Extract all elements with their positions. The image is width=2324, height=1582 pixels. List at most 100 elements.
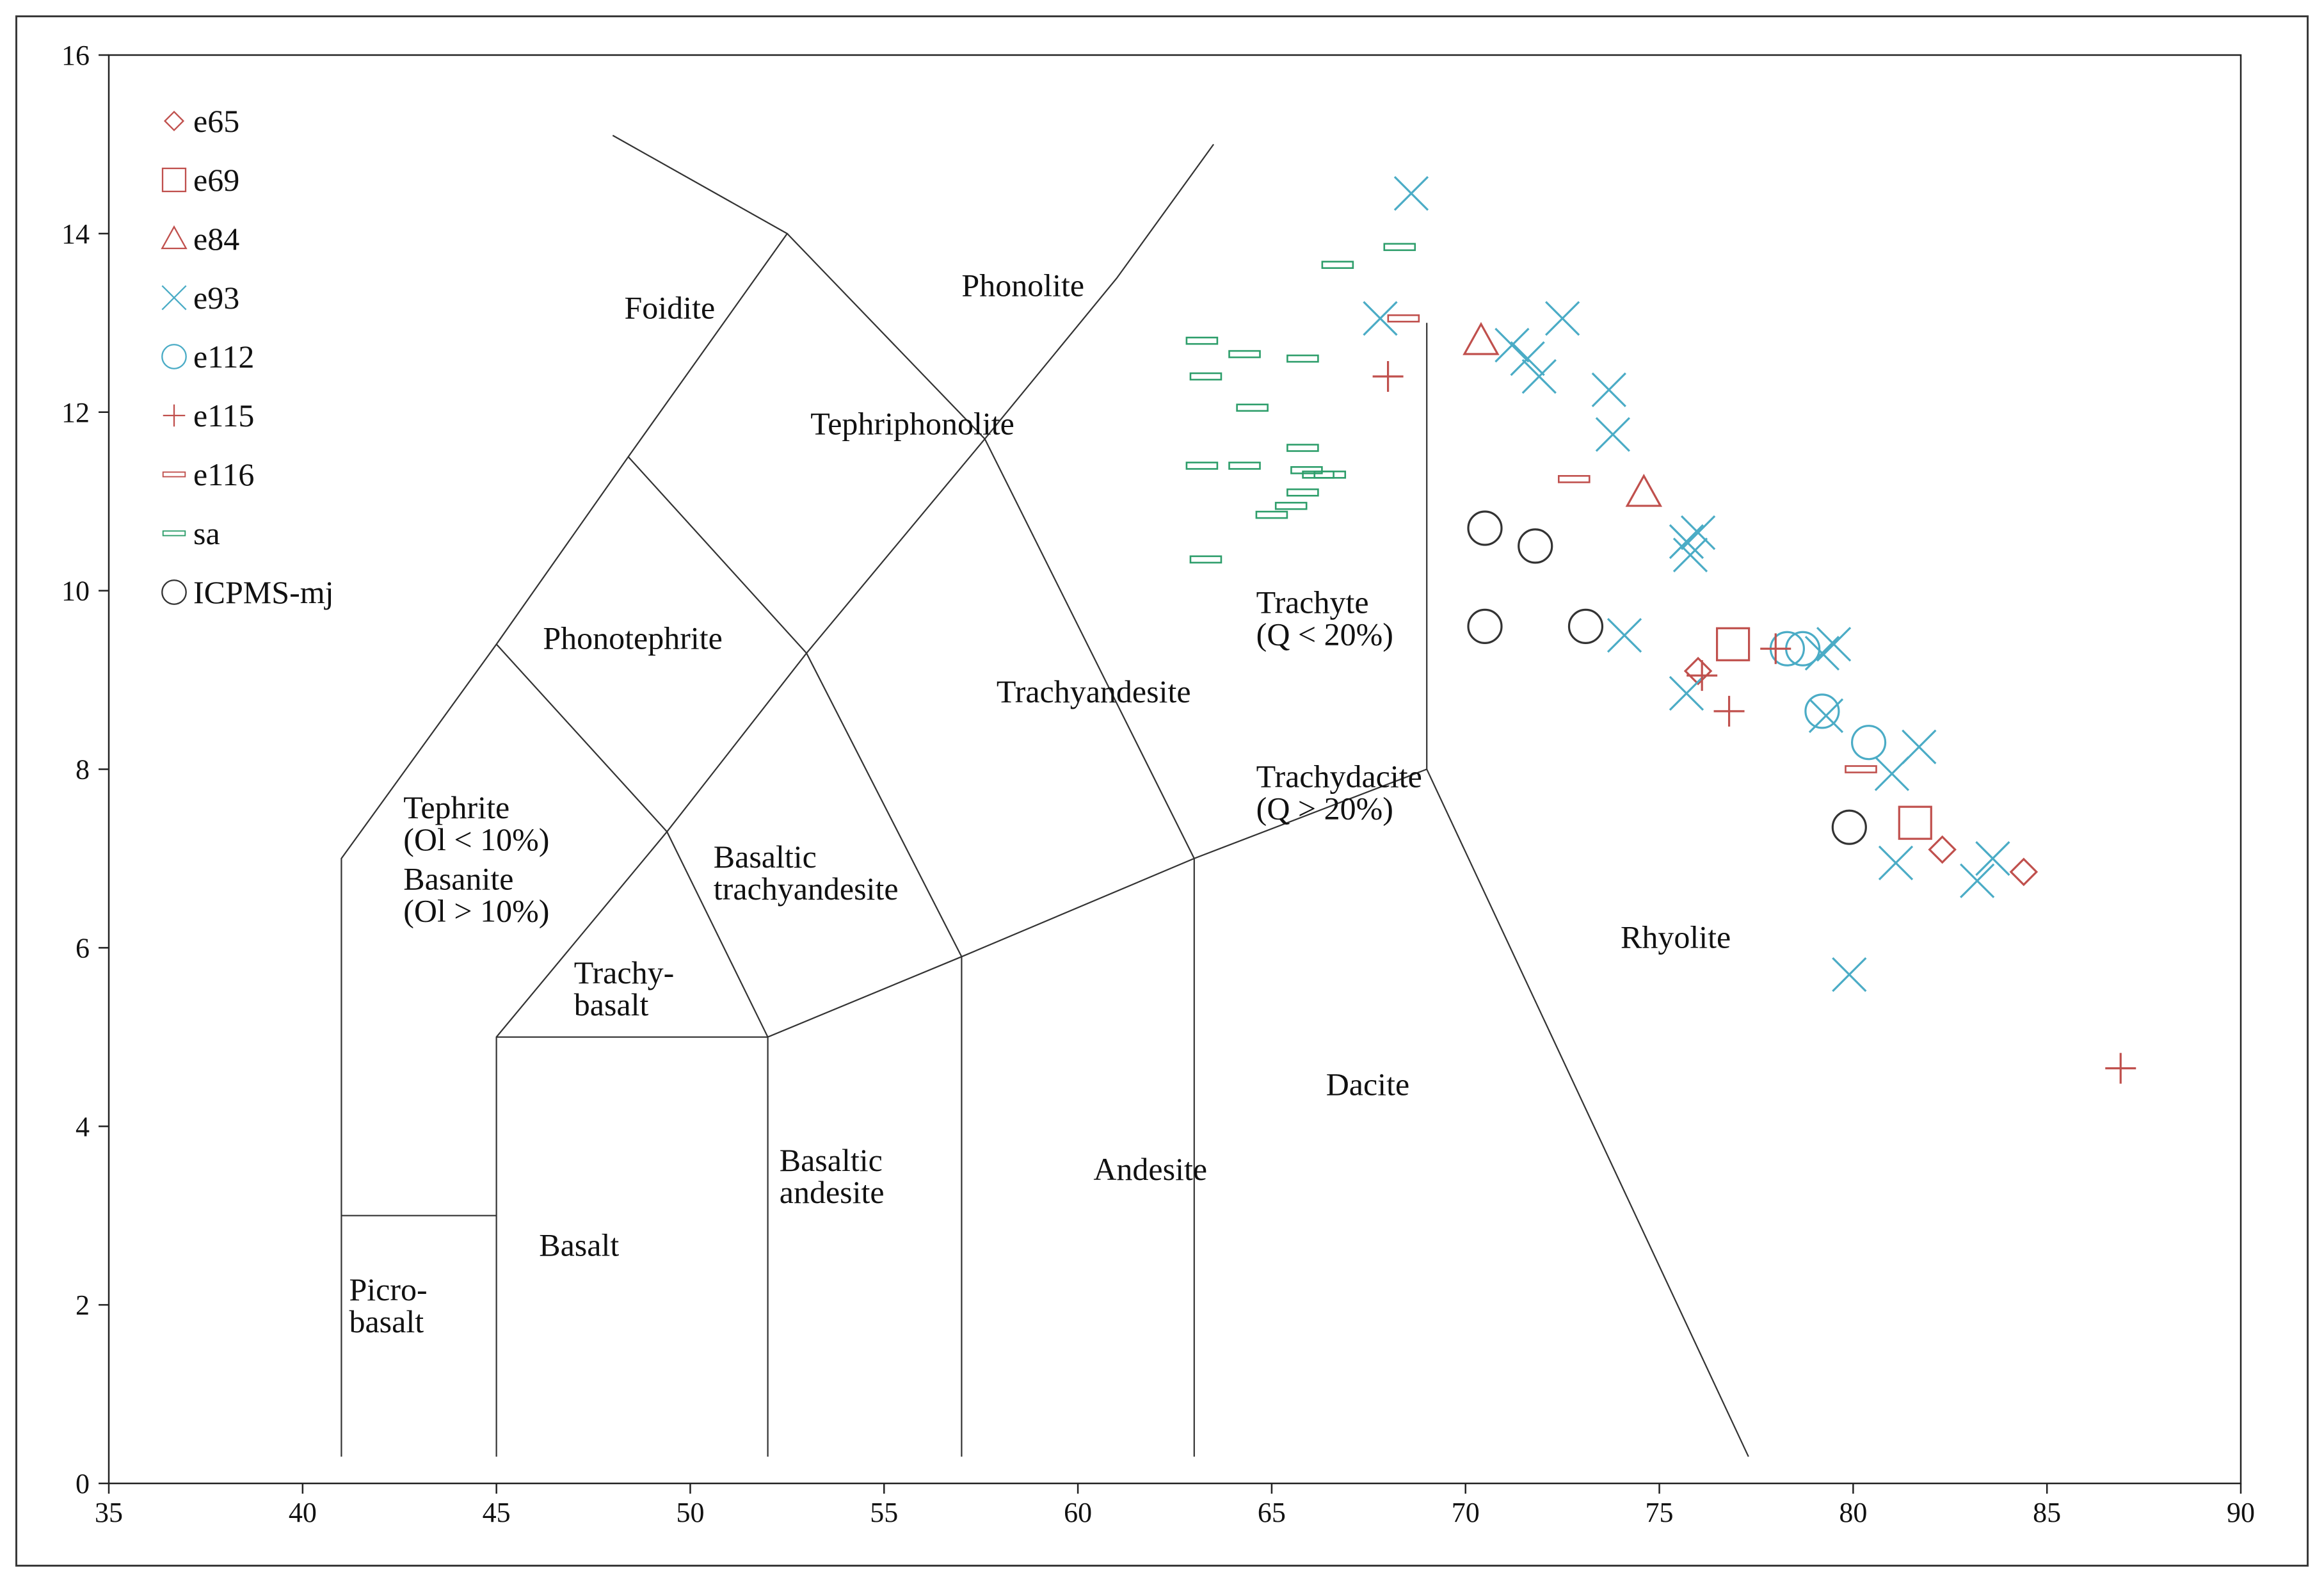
y-tick-label: 12 xyxy=(61,397,90,428)
field-label-line: basalt xyxy=(574,987,649,1022)
field-label-line: (Ol < 10%) xyxy=(403,821,549,857)
data-point-e116 xyxy=(1558,475,1591,483)
field-boundary-line xyxy=(666,831,769,1038)
y-tick-label: 16 xyxy=(61,40,90,71)
x-tick-label: 50 xyxy=(676,1497,704,1528)
legend-symbol xyxy=(161,285,187,311)
field-label-line: Basaltic xyxy=(714,839,817,875)
field-label-line: (Ol > 10%) xyxy=(403,893,549,929)
legend-marker-e93 xyxy=(161,285,187,311)
legend-item: e84 xyxy=(161,221,239,257)
legend-symbol xyxy=(161,344,187,369)
legend-label: e93 xyxy=(193,280,239,316)
field-label: Basanite (Ol > 10%) xyxy=(403,861,549,929)
data-point-e93 xyxy=(1680,515,1716,551)
x-tick-label: 55 xyxy=(870,1497,898,1528)
data-point-e93 xyxy=(1672,537,1708,572)
field-label-line: basalt xyxy=(349,1304,424,1339)
data-point-e112 xyxy=(1785,631,1821,666)
field-boundary-line xyxy=(341,134,789,1457)
data-point-e115 xyxy=(1687,660,1718,691)
data-point-e93 xyxy=(1960,863,1995,898)
field-label-line: Trachy- xyxy=(574,955,674,990)
legend-item: sa xyxy=(162,515,220,551)
field-label: Basaltic andesite xyxy=(780,1142,885,1210)
legend-symbol xyxy=(161,579,187,605)
series-e115 xyxy=(1372,360,2136,1084)
data-point-sa xyxy=(1185,462,1219,470)
legend-item: e116 xyxy=(162,456,254,492)
field-label-line: (Q > 20%) xyxy=(1256,790,1393,826)
data-point-e93 xyxy=(1495,328,1530,363)
data-point-e115 xyxy=(2105,1053,2136,1084)
field-label: Dacite xyxy=(1326,1066,1409,1102)
field-label: Tephriphonolite xyxy=(810,406,1014,442)
y-tick-label: 2 xyxy=(76,1289,90,1321)
data-point-e65 xyxy=(2009,857,2039,887)
field-label: Picro-basalt xyxy=(349,1271,427,1339)
field-label: Trachyte (Q < 20%) xyxy=(1256,584,1393,652)
data-point-e93 xyxy=(1878,845,1914,881)
x-tick-label: 70 xyxy=(1452,1497,1480,1528)
classification-field-lines xyxy=(341,134,1749,1457)
legend-item: e112 xyxy=(161,339,254,375)
field-label: Andesite xyxy=(1093,1151,1207,1187)
series-e65 xyxy=(1683,656,2039,887)
data-point-e115 xyxy=(1760,633,1791,665)
field-label-line: Trachyandesite xyxy=(997,674,1191,709)
data-point-e65 xyxy=(1683,656,1713,686)
data-point-icpms-mj xyxy=(1467,608,1503,645)
data-point-e69 xyxy=(1898,805,1932,840)
legend-symbol xyxy=(161,167,187,193)
data-point-e93 xyxy=(1363,301,1398,336)
field-label-line: Tephrite xyxy=(403,789,509,825)
data-point-e115 xyxy=(1372,360,1404,392)
field-label: Phonotephrite xyxy=(543,620,723,656)
legend-symbol xyxy=(163,110,185,132)
field-label: Foidite xyxy=(624,289,715,325)
series-icpms-mj xyxy=(1467,510,1867,845)
field-label-line: Picro- xyxy=(349,1271,427,1307)
data-point-e65 xyxy=(1928,835,1957,864)
field-label-line: Phonolite xyxy=(961,267,1084,303)
field-label-line: (Q < 20%) xyxy=(1256,616,1393,652)
data-point-e93 xyxy=(1832,957,1867,992)
y-tick-label: 6 xyxy=(76,932,90,964)
field-label: Rhyolite xyxy=(1621,919,1731,955)
data-point-sa xyxy=(1286,488,1319,497)
legend-symbol xyxy=(161,225,188,250)
data-point-e93 xyxy=(1545,301,1580,336)
legend-symbol xyxy=(162,530,186,537)
data-point-e69 xyxy=(1716,627,1751,661)
data-point-e93 xyxy=(1521,359,1557,394)
legend-marker-e112 xyxy=(161,344,187,369)
data-point-icpms-mj xyxy=(1518,528,1553,564)
field-label-line: Trachyte xyxy=(1256,584,1369,620)
x-tick-label: 35 xyxy=(95,1497,123,1528)
data-point-e112 xyxy=(1850,725,1887,761)
x-tick-label: 60 xyxy=(1064,1497,1092,1528)
x-tick-label: 40 xyxy=(289,1497,317,1528)
legend-marker-icpms-mj xyxy=(161,579,187,605)
data-point-e93 xyxy=(1510,341,1545,376)
series-e116 xyxy=(1387,314,1877,773)
legend-label: sa xyxy=(193,515,220,551)
legend-item: e93 xyxy=(161,280,239,316)
field-label-line: Dacite xyxy=(1326,1066,1409,1102)
legend-symbol xyxy=(163,404,186,427)
field-label: Trachydacite (Q > 20%) xyxy=(1256,758,1422,826)
data-point-e93 xyxy=(1902,729,1937,764)
x-tick-label: 90 xyxy=(2227,1497,2255,1528)
data-point-icpms-mj xyxy=(1567,608,1604,645)
legend-label: e65 xyxy=(193,103,239,139)
field-label-line: Basanite xyxy=(403,861,513,897)
field-label-line: Phonotephrite xyxy=(543,620,723,656)
data-point-sa xyxy=(1313,471,1347,479)
data-point-e116 xyxy=(1845,765,1877,773)
data-point-sa xyxy=(1383,243,1416,252)
data-point-sa xyxy=(1286,354,1319,363)
axes: 35 40 45 50 55 60 65 70 75 80 85 90 0 2 4 6 8 10 12 14 16 xyxy=(61,40,2255,1528)
legend-label: e69 xyxy=(193,162,239,198)
legend-label: e112 xyxy=(193,339,254,375)
data-point-sa xyxy=(1185,336,1219,345)
